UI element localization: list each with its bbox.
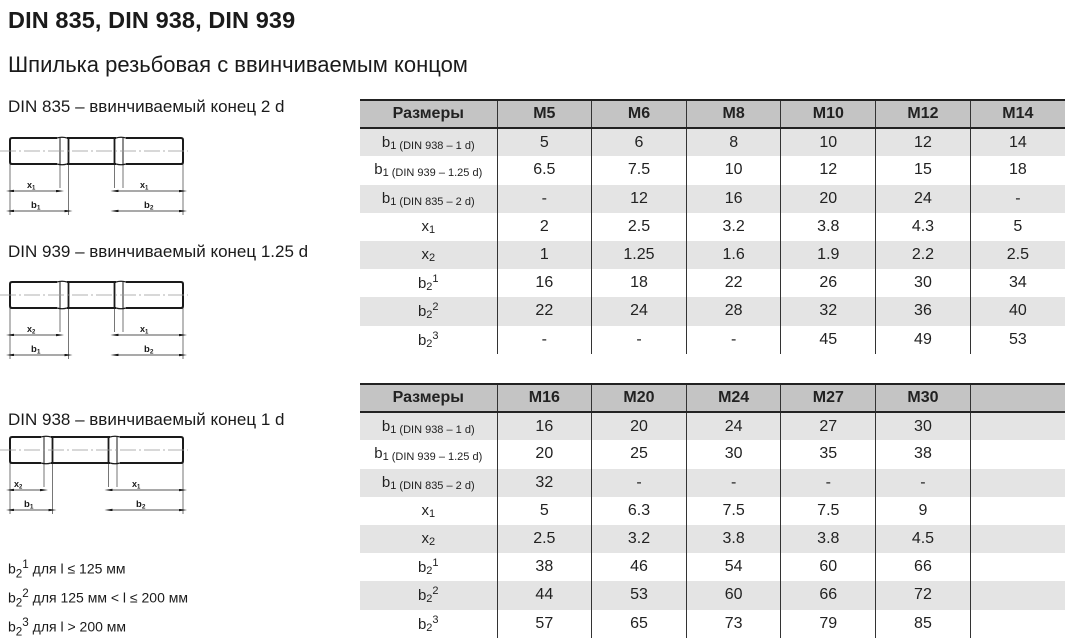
svg-text:x1: x1: [140, 324, 149, 336]
svg-text:b2: b2: [144, 344, 154, 356]
svg-text:x2: x2: [27, 324, 36, 336]
svg-text:b1: b1: [31, 344, 41, 356]
svg-text:x1: x1: [132, 479, 141, 491]
svg-text:b1: b1: [31, 200, 41, 212]
svg-text:b1: b1: [24, 499, 34, 511]
svg-text:x1: x1: [27, 180, 36, 192]
svg-text:x1: x1: [140, 180, 149, 192]
svg-text:x2: x2: [14, 479, 23, 491]
svg-text:b2: b2: [136, 499, 146, 511]
svg-text:b2: b2: [144, 200, 154, 212]
